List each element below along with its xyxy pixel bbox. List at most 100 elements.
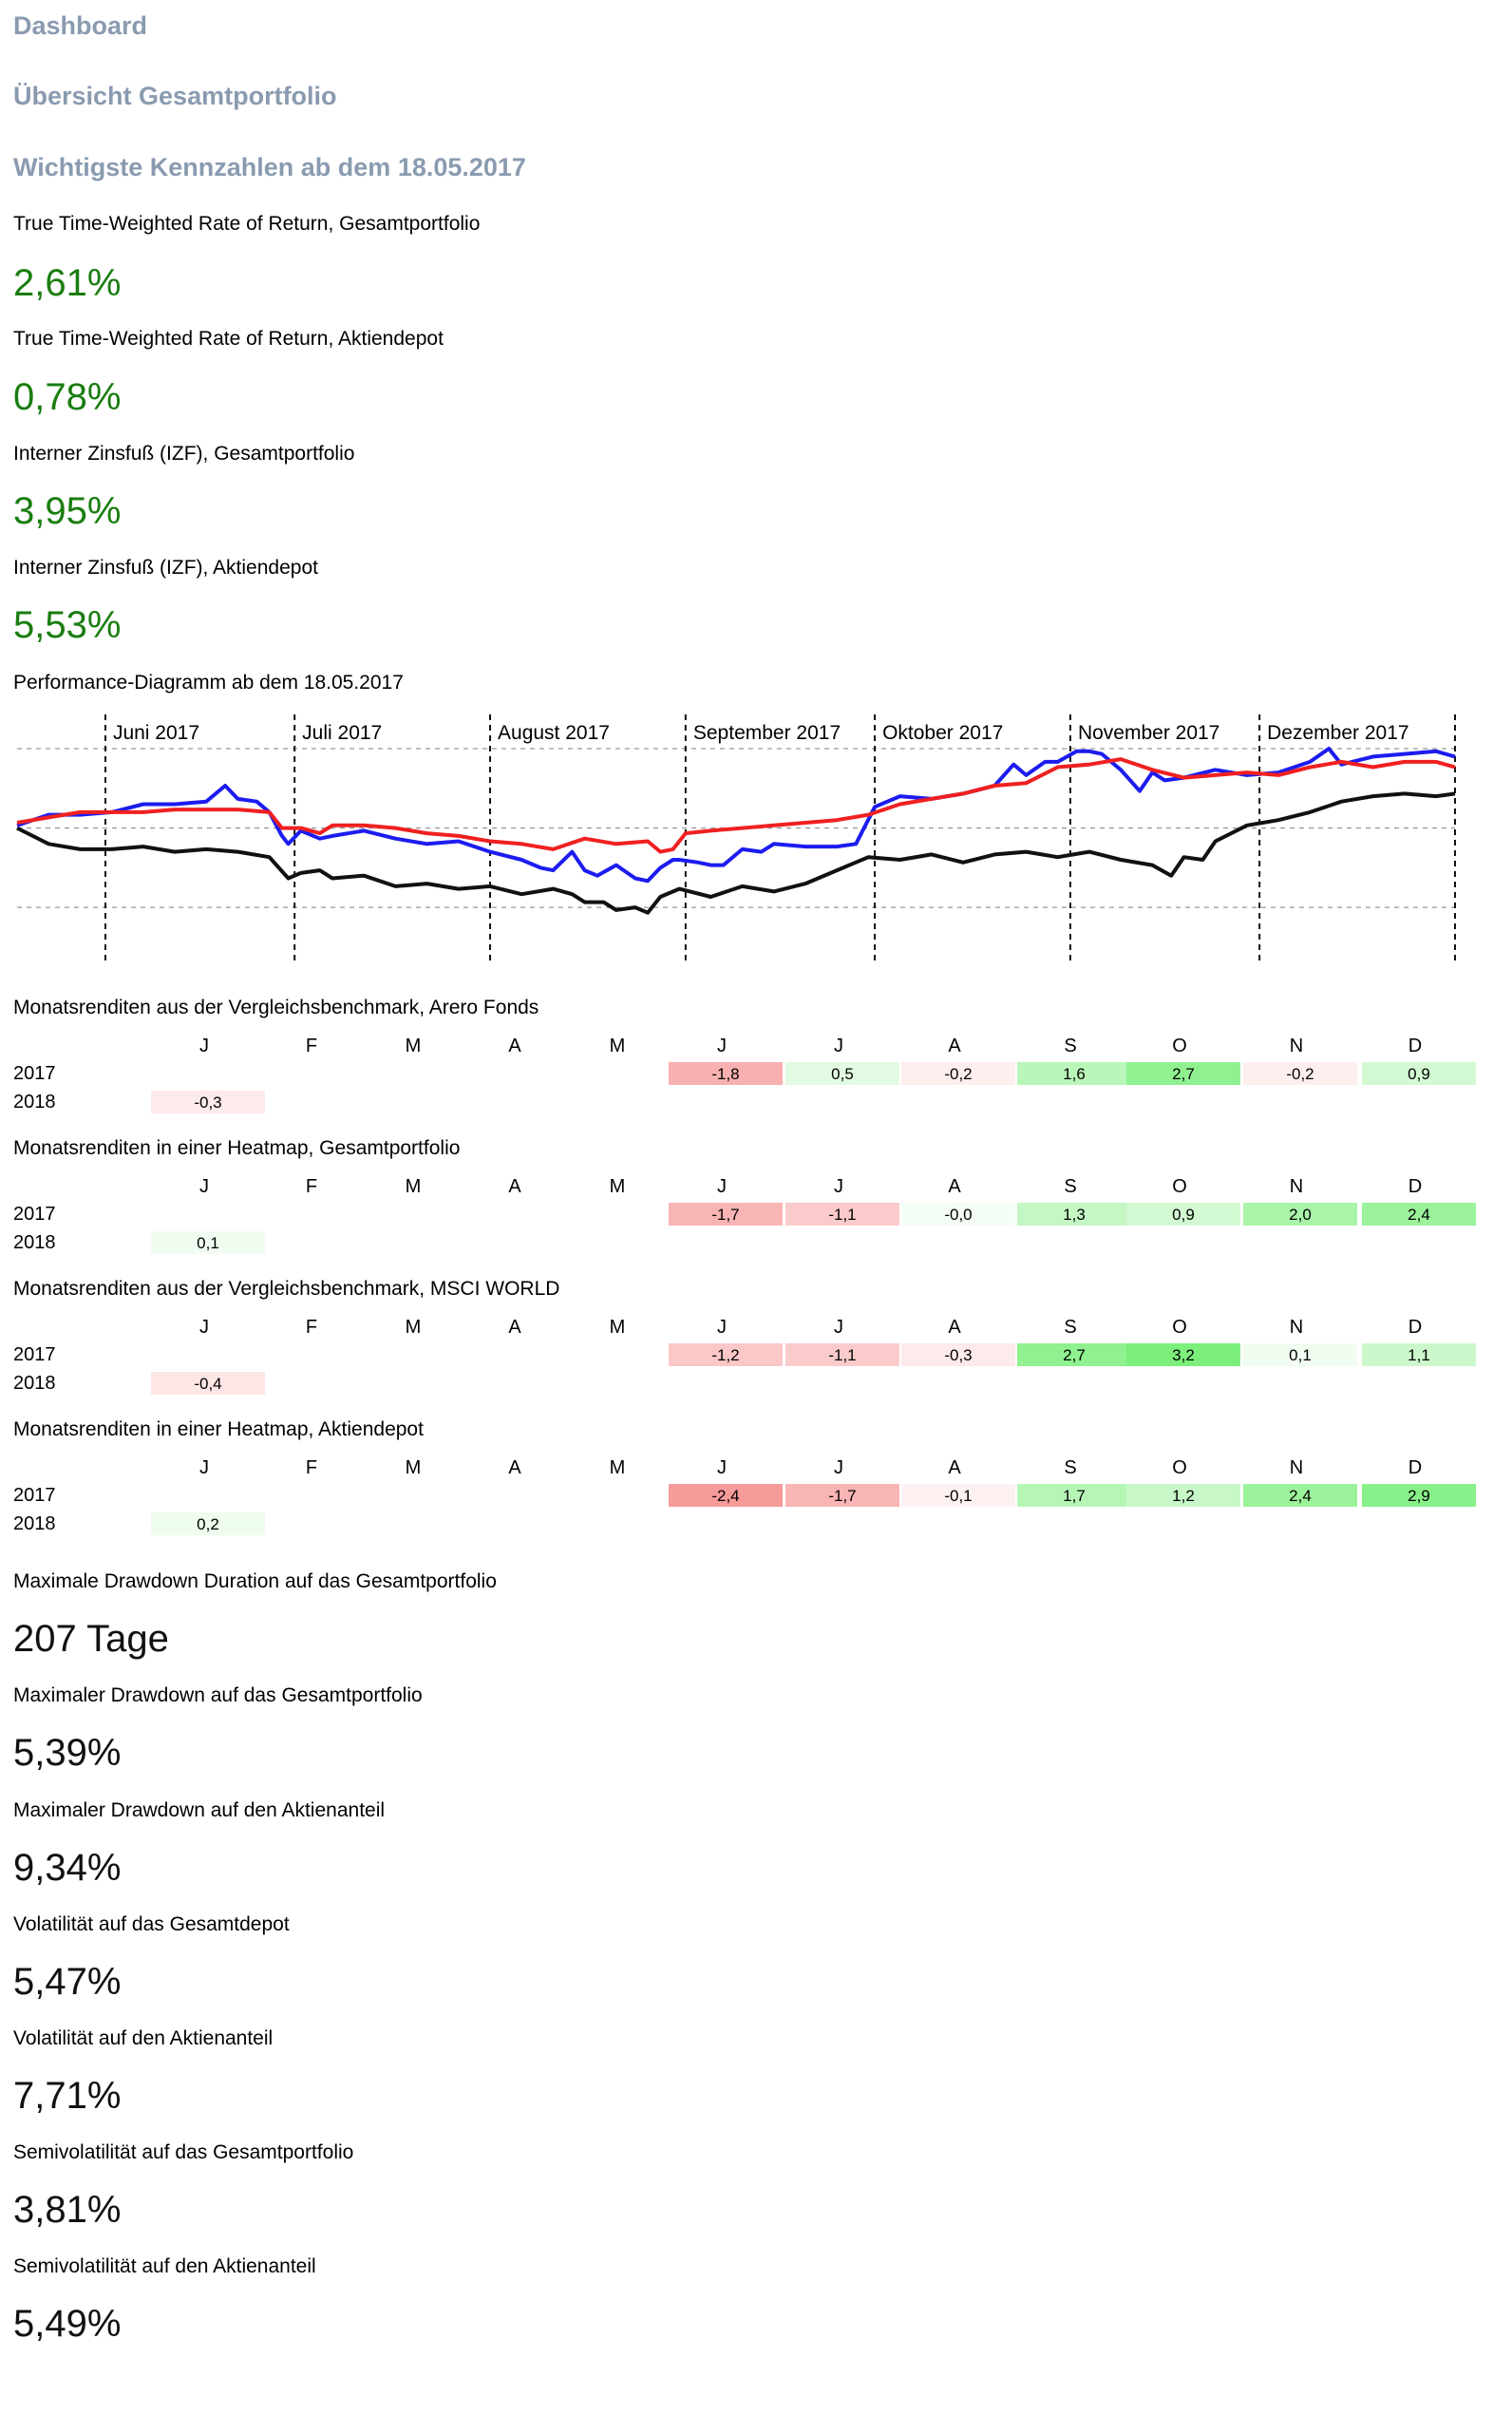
heatmap-cell: 0,5 — [785, 1062, 899, 1085]
heatmap-cell: -0,3 — [151, 1091, 265, 1113]
metric-label: Volatilität auf das Gesamtdepot — [13, 1913, 290, 1935]
heatmap-cell: 2,9 — [1362, 1484, 1476, 1507]
heatmap-month-label: A — [508, 1176, 521, 1197]
heatmap-year-label: 2017 — [13, 1063, 56, 1084]
heatmap-month-label: F — [305, 1317, 318, 1338]
heatmap-month-label: S — [1064, 1317, 1077, 1338]
heatmap-month-label: D — [1408, 1036, 1423, 1056]
month-label: August 2017 — [498, 722, 610, 744]
heatmap-cell: -1,1 — [785, 1343, 899, 1366]
metric-label: Interner Zinsfuß (IZF), Aktiendepot — [13, 557, 318, 579]
metric-label: Interner Zinsfuß (IZF), Gesamtportfolio — [13, 443, 355, 465]
heatmap-month-label: O — [1172, 1176, 1187, 1197]
metric-value: 2,61% — [13, 262, 122, 304]
heatmap-month-label: M — [609, 1036, 626, 1056]
heatmap-month-label: A — [948, 1176, 961, 1197]
heatmap-month-label: O — [1172, 1036, 1187, 1056]
heatmap-cell: -0,1 — [901, 1484, 1015, 1507]
heatmap-cell: 2,4 — [1243, 1484, 1357, 1507]
heatmap-month-label: J — [834, 1036, 843, 1056]
heatmap-cell: 0,1 — [1243, 1343, 1357, 1366]
heatmap-cell: -2,4 — [669, 1484, 783, 1507]
heatmap-month-label: A — [508, 1036, 521, 1056]
heatmap-cell: 2,7 — [1126, 1062, 1240, 1085]
heatmap-month-label: N — [1289, 1457, 1304, 1478]
heatmap-month-label: D — [1408, 1176, 1423, 1197]
heatmap-month-label: M — [609, 1176, 626, 1197]
heatmap-month-label: M — [405, 1457, 422, 1478]
heatmap-month-label: J — [199, 1457, 209, 1478]
heatmap-cell: 2,4 — [1362, 1203, 1476, 1226]
heatmap-cell: 0,1 — [151, 1231, 265, 1254]
heatmap-cell: 2,7 — [1017, 1343, 1131, 1366]
heatmap-cell: 0,2 — [151, 1512, 265, 1535]
heatmap-cell: 2,0 — [1243, 1203, 1357, 1226]
metric-value: 5,53% — [13, 604, 122, 646]
heatmap-month-label: N — [1289, 1176, 1304, 1197]
heatmap-month-label: J — [199, 1176, 209, 1197]
metric-label: Maximale Drawdown Duration auf das Gesam… — [13, 1570, 497, 1592]
heatmap-year-label: 2017 — [13, 1485, 56, 1506]
heatmap-month-label: J — [834, 1457, 843, 1478]
metric-label: True Time-Weighted Rate of Return, Gesam… — [13, 213, 481, 235]
month-label: Dezember 2017 — [1267, 722, 1408, 744]
metric-value: 3,95% — [13, 490, 122, 532]
dashboard-title: Dashboard — [13, 11, 148, 40]
metric-value: 7,71% — [13, 2075, 122, 2117]
heatmap-year-label: 2017 — [13, 1344, 56, 1365]
heatmap-cell: -1,7 — [785, 1484, 899, 1507]
heatmap-cell: -0,2 — [1243, 1062, 1357, 1085]
heatmap-cell: -1,8 — [669, 1062, 783, 1085]
metric-value: 3,81% — [13, 2189, 122, 2231]
heatmap-month-label: A — [508, 1457, 521, 1478]
heatmap-month-label: A — [948, 1036, 961, 1056]
heatmap-month-label: J — [834, 1317, 843, 1338]
metric-value: 0,78% — [13, 376, 122, 418]
performance-chart-svg: Juni 2017 Juli 2017 August 2017 September 2… — [16, 714, 1456, 962]
metric-label: True Time-Weighted Rate of Return, Aktie… — [13, 328, 444, 350]
heatmap-year-label: 2018 — [13, 1373, 56, 1394]
metric-label: Semivolatilität auf das Gesamtportfolio — [13, 2141, 354, 2163]
month-label: November 2017 — [1078, 722, 1219, 744]
heatmap-month-label: O — [1172, 1457, 1187, 1478]
metric-value: 5,49% — [13, 2303, 122, 2345]
month-label: Juni 2017 — [113, 722, 199, 744]
heatmap-month-label: S — [1064, 1036, 1077, 1056]
heatmap-title: Monatsrenditen in einer Heatmap, Aktiend… — [13, 1418, 424, 1440]
heatmap-month-label: F — [305, 1036, 318, 1056]
heatmap-month-label: M — [609, 1457, 626, 1478]
heatmap-year-label: 2018 — [13, 1232, 56, 1253]
heatmap-cell: -0,2 — [901, 1062, 1015, 1085]
series-line-red — [16, 757, 1456, 854]
month-label: Juli 2017 — [302, 722, 382, 744]
heatmap-cell: 0,9 — [1362, 1062, 1476, 1085]
heatmap-month-label: M — [405, 1176, 422, 1197]
heatmap-month-label: D — [1408, 1317, 1423, 1338]
metric-value: 5,47% — [13, 1961, 122, 2003]
heatmap-month-label: J — [199, 1036, 209, 1056]
heatmap-month-label: M — [405, 1036, 422, 1056]
heatmap-title: Monatsrenditen aus der Vergleichsbenchma… — [13, 997, 539, 1018]
series-line-black — [16, 791, 1456, 915]
heatmap-title: Monatsrenditen aus der Vergleichsbenchma… — [13, 1278, 560, 1300]
heatmap-month-label: A — [948, 1317, 961, 1338]
heatmap-month-label: M — [405, 1317, 422, 1338]
heatmap-month-label: J — [834, 1176, 843, 1197]
heatmap-cell: 1,2 — [1126, 1484, 1240, 1507]
metric-value: 5,39% — [13, 1732, 122, 1774]
heatmap-cell: -1,7 — [669, 1203, 783, 1226]
heatmap-month-label: A — [948, 1457, 961, 1478]
heatmap-cell: 1,7 — [1017, 1484, 1131, 1507]
month-label: Oktober 2017 — [882, 722, 1003, 744]
heatmap-year-label: 2017 — [13, 1204, 56, 1225]
chart-title: Performance-Diagramm ab dem 18.05.2017 — [13, 672, 404, 694]
metric-label: Maximaler Drawdown auf das Gesamtportfol… — [13, 1684, 423, 1706]
heatmap-month-label: D — [1408, 1457, 1423, 1478]
metric-label: Volatilität auf den Aktienanteil — [13, 2027, 274, 2049]
heatmap-month-label: F — [305, 1457, 318, 1478]
heatmap-cell: 1,3 — [1017, 1203, 1131, 1226]
overview-heading: Übersicht Gesamtportfolio — [13, 82, 337, 110]
key-figures-heading: Wichtigste Kennzahlen ab dem 18.05.2017 — [13, 153, 526, 181]
heatmap-month-label: J — [717, 1176, 727, 1197]
heatmap-month-label: J — [199, 1317, 209, 1338]
